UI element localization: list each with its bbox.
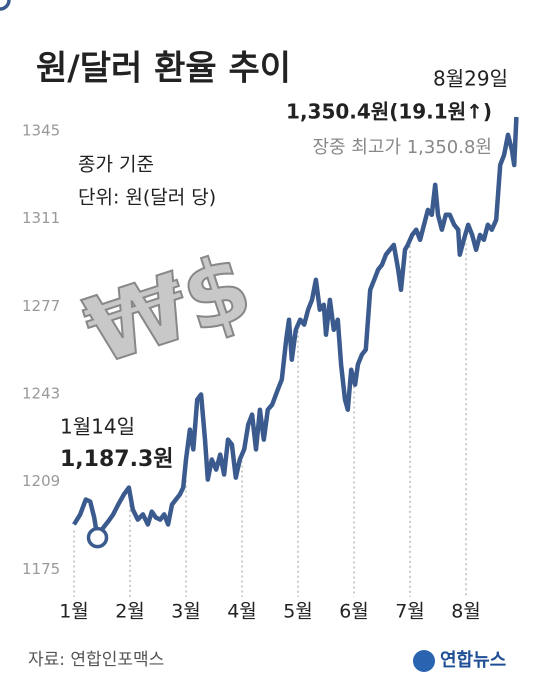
note: 종가 기준	[78, 154, 154, 176]
annotation-date: 8월29일	[433, 67, 508, 91]
x-tick-label: 1월	[59, 601, 89, 623]
x-tick-label: 5월	[283, 601, 313, 623]
logo: 연합뉴스	[440, 649, 506, 671]
source: 자료: 연합인포맥스	[28, 650, 164, 670]
x-tick-label: 4월	[227, 601, 257, 623]
annotation-value: 1,187.3원	[60, 447, 174, 472]
line	[72, 116, 519, 540]
y-tick-label: 1311	[22, 209, 60, 227]
logo-icon	[413, 650, 435, 672]
y-tick-label: 1277	[22, 297, 60, 315]
y-tick-label: 1175	[22, 560, 60, 578]
annotation-value: 1,350.4원(19.1원↑)	[286, 100, 492, 124]
x-tick-label: 2월	[115, 601, 145, 623]
currency-icon: ₩$	[73, 233, 263, 386]
y-tick-label: 1345	[22, 121, 60, 139]
highlight-point	[86, 526, 109, 549]
chart-title: 원/달러 환율 추이	[36, 49, 291, 89]
annotation-sub: 장중 최고가 1,350.8원	[312, 137, 492, 158]
x-tick-label: 3월	[171, 601, 201, 623]
x-tick-label: 8월	[451, 601, 481, 623]
highlight-point	[0, 0, 11, 11]
annotation-date: 1월14일	[60, 415, 135, 439]
y-tick-label: 1243	[22, 385, 60, 403]
y-tick-label: 1209	[22, 472, 60, 490]
x-tick-label: 7월	[395, 601, 425, 623]
note: 단위: 원(달러 당)	[78, 187, 216, 209]
x-tick-label: 6월	[339, 601, 369, 623]
